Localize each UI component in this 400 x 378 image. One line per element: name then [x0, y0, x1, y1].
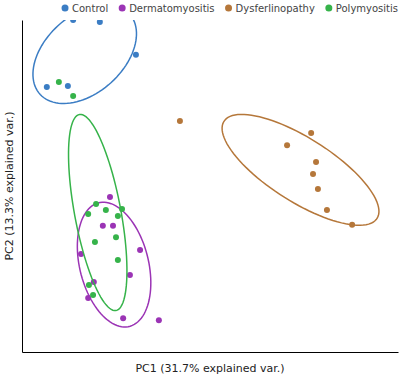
point — [110, 223, 116, 229]
point — [308, 130, 314, 136]
legend-item: Dysferlinopathy — [225, 3, 315, 14]
point — [65, 83, 71, 89]
legend-item: Control — [62, 3, 109, 14]
confidence-ellipse — [69, 114, 127, 310]
point — [315, 186, 321, 192]
point — [284, 142, 290, 148]
point — [113, 234, 119, 240]
legend-label: Polymyositis — [336, 3, 398, 14]
legend-item: Polymyositis — [325, 3, 398, 14]
legend-marker — [225, 5, 232, 12]
point — [349, 222, 355, 228]
point — [119, 206, 125, 212]
point — [90, 292, 96, 298]
chart: PC1 (31.7% explained var.) PC2 (13.3% exp… — [0, 0, 400, 378]
point — [310, 171, 316, 177]
x-axis-title: PC1 (31.7% explained var.) — [135, 362, 284, 375]
legend-item: Dermatomyositis — [119, 3, 215, 14]
x-axis — [23, 352, 399, 353]
confidence-ellipse — [222, 114, 379, 225]
point — [56, 79, 62, 85]
legend-label: Dermatomyositis — [129, 3, 214, 14]
point — [127, 272, 133, 278]
point — [103, 207, 109, 213]
point — [85, 211, 91, 217]
point — [115, 257, 121, 263]
point — [100, 223, 106, 229]
point — [97, 20, 103, 25]
legend-marker — [325, 5, 332, 12]
point — [133, 52, 139, 58]
y-axis — [22, 21, 23, 353]
point — [70, 20, 76, 23]
point — [115, 213, 121, 219]
point — [313, 159, 319, 165]
point — [70, 93, 76, 99]
point — [92, 239, 98, 245]
point — [107, 194, 113, 200]
point — [177, 118, 183, 124]
legend-label: Control — [72, 3, 108, 14]
point — [324, 207, 330, 213]
point — [137, 247, 143, 253]
legend-marker — [62, 5, 69, 12]
point — [156, 317, 162, 323]
point — [120, 315, 126, 321]
point — [86, 282, 92, 288]
axis-line — [23, 352, 399, 353]
point — [44, 84, 50, 90]
y-axis-title: PC2 (13.3% explained var.) — [3, 111, 16, 260]
confidence-ellipse — [77, 202, 150, 327]
legend-label: Dysferlinopathy — [236, 3, 315, 14]
point — [93, 201, 99, 207]
confidence-ellipse — [33, 20, 137, 104]
axis-line — [22, 21, 23, 353]
plot-area — [33, 20, 379, 327]
legend-marker — [119, 5, 126, 12]
legend: Control Dermatomyositis Dysferlinopathy Pol… — [62, 3, 398, 14]
